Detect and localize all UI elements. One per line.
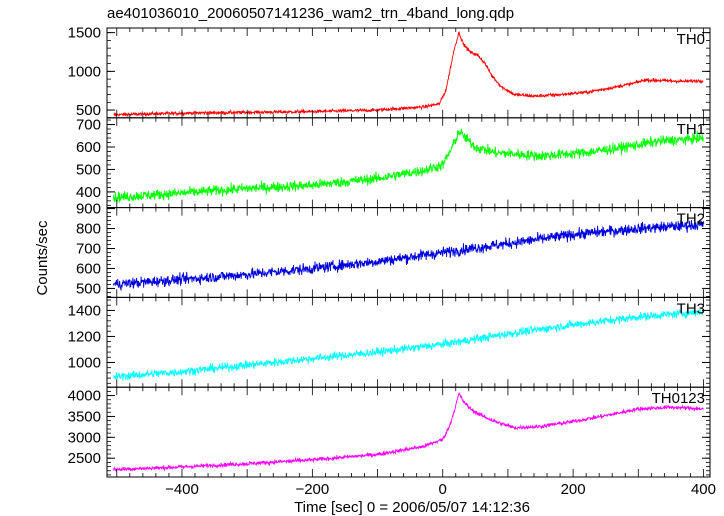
- y-tick-label: 400: [76, 184, 101, 201]
- y-tick-label: 700: [76, 241, 101, 258]
- panels: 500 1000 1500 TH0 400 500 600 700 TH1 500 600 700 80…: [68, 25, 711, 478]
- panel-frame: [106, 296, 711, 388]
- y-tick-label: 500: [76, 161, 101, 178]
- series-label-th0: TH0: [677, 31, 705, 48]
- y-tick-label: 700: [76, 117, 101, 134]
- y-tick-label: 3500: [68, 408, 101, 425]
- series-line-th1: [113, 128, 704, 203]
- y-tick-label: 1400: [68, 302, 101, 319]
- y-tick-label: 1000: [68, 354, 101, 371]
- panel-frame: [106, 207, 711, 298]
- x-tick-label: −400: [165, 481, 199, 498]
- x-axis-label: Time [sec] 0 = 2006/05/07 14:12:36: [294, 499, 530, 516]
- series-line-th0: [113, 31, 704, 118]
- y-tick-label: 500: [76, 280, 101, 297]
- panel-th0123: 2500 3000 3500 4000 TH0123: [68, 386, 711, 478]
- series-line-th3: [113, 308, 704, 381]
- panel-th0: 500 1000 1500 TH0: [68, 25, 711, 119]
- panel-th1: 400 500 600 700 TH1: [76, 117, 711, 209]
- x-tick-label: 200: [561, 481, 586, 498]
- x-axis-ticks: −400 −200 0 200 400: [165, 481, 716, 498]
- y-tick-label: 900: [76, 201, 101, 218]
- panel-th3: 1000 1200 1400 TH3: [68, 296, 711, 388]
- panel-frame: [106, 386, 711, 478]
- y-tick-label: 2500: [68, 450, 101, 467]
- y-tick-label: 4000: [68, 388, 101, 405]
- panel-frame: [106, 27, 711, 119]
- series-label-th3: TH3: [677, 300, 705, 317]
- y-tick-label: 1200: [68, 328, 101, 345]
- y-tick-label: 3000: [68, 429, 101, 446]
- series-label-th1: TH1: [677, 121, 705, 138]
- y-tick-label: 1000: [68, 63, 101, 80]
- y-tick-label: 600: [76, 139, 101, 156]
- x-tick-label: −200: [295, 481, 329, 498]
- y-tick-label: 600: [76, 260, 101, 277]
- series-line-th2: [113, 219, 704, 292]
- y-tick-label: 1500: [68, 25, 101, 42]
- panel-th2: 500 600 700 800 900 TH2: [76, 201, 711, 298]
- y-axis-label: Counts/sec: [34, 220, 51, 296]
- series-label-th2: TH2: [677, 211, 705, 228]
- y-tick-label: 500: [76, 102, 101, 119]
- y-tick-label: 800: [76, 221, 101, 238]
- chart-title: ae401036010_20060507141236_wam2_trn_4ban…: [107, 5, 514, 22]
- series-label-th0123: TH0123: [652, 390, 705, 407]
- series-line-th0123: [113, 392, 704, 473]
- x-tick-label: 0: [439, 481, 447, 498]
- x-tick-label: 400: [691, 481, 716, 498]
